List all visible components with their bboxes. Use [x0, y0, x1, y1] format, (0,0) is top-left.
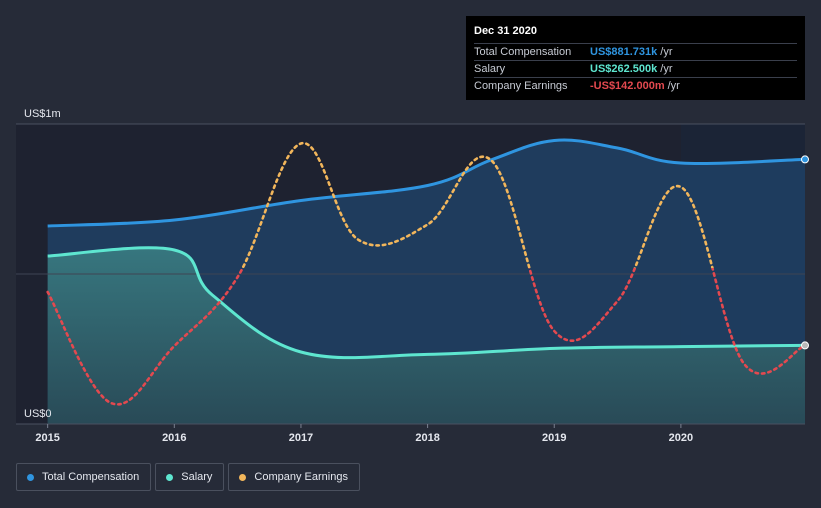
- x-tick-label: 2019: [542, 432, 566, 444]
- tooltip-unit: /yr: [667, 80, 680, 92]
- legend-dot-icon: [27, 473, 34, 481]
- company-earnings-line: [241, 142, 714, 268]
- legend-item-salary[interactable]: Salary: [155, 463, 225, 491]
- tooltip-row-salary: Salary US$262.500k /yr: [474, 60, 797, 77]
- tooltip-unit: /yr: [660, 46, 673, 58]
- legend-label: Salary: [181, 471, 213, 483]
- tooltip-value: -US$142.000m: [590, 80, 665, 92]
- x-tick-label: 2018: [415, 432, 439, 444]
- tooltip-label: Total Compensation: [474, 46, 572, 58]
- y-tick-label: US$0: [24, 408, 52, 420]
- tooltip-label: Salary: [474, 63, 506, 75]
- legend-item-total-compensation[interactable]: Total Compensation: [16, 463, 152, 491]
- total-compensation-line: [47, 138, 806, 228]
- legend-label: Company Earnings: [254, 471, 348, 483]
- chart-legend: Total Compensation Salary Company Earnin…: [16, 463, 360, 491]
- x-tick-label: 2015: [35, 432, 59, 444]
- x-tick-label: 2020: [669, 432, 693, 444]
- tooltip-row-company-earnings: Company Earnings -US$142.000m /yr: [474, 77, 797, 94]
- x-tick-label: 2016: [162, 432, 186, 444]
- legend-dot-icon: [239, 473, 247, 481]
- y-tick-label: US$1m: [24, 108, 61, 120]
- legend-dot-icon: [166, 473, 174, 481]
- tooltip-row-total-compensation: Total Compensation US$881.731k /yr: [474, 43, 797, 60]
- legend-item-company-earnings[interactable]: Company Earnings: [228, 463, 360, 491]
- salary-line: [47, 246, 806, 360]
- tooltip-label: Company Earnings: [474, 80, 568, 92]
- tooltip-panel: Dec 31 2020 Total Compensation US$881.73…: [466, 16, 805, 100]
- x-tick-label: 2017: [289, 432, 313, 444]
- salary-point: [801, 341, 809, 350]
- legend-label: Total Compensation: [42, 471, 140, 483]
- tooltip-date: Dec 31 2020: [474, 25, 537, 37]
- salary-area: [47, 247, 805, 424]
- tooltip-value: US$262.500k: [590, 63, 658, 75]
- total-compensation-point: [801, 155, 809, 164]
- tooltip-unit: /yr: [660, 63, 673, 75]
- tooltip-value: US$881.731k: [590, 46, 658, 58]
